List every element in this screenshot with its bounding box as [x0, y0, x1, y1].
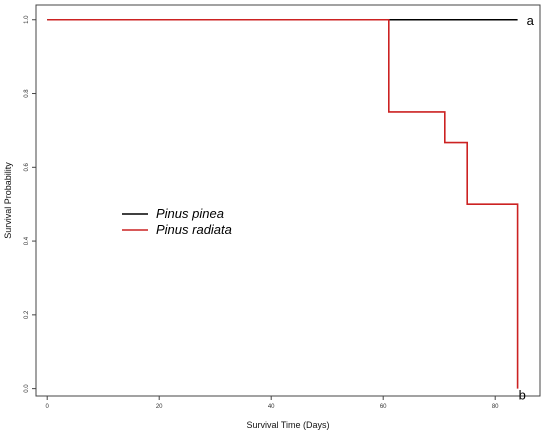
- x-tick-label: 80: [492, 404, 499, 410]
- x-axis: 0 20 40 60 80: [46, 396, 499, 410]
- y-tick-label: 0.8: [24, 89, 30, 98]
- x-axis-title: Survival Time (Days): [246, 420, 329, 430]
- legend-label: Pinus radiata: [156, 222, 232, 237]
- x-tick-label: 60: [380, 404, 387, 410]
- y-tick-label: 0.6: [24, 162, 30, 171]
- x-tick-label: 20: [156, 404, 163, 410]
- y-axis-title: Survival Probability: [3, 162, 13, 239]
- y-tick-label: 1.0: [24, 15, 30, 24]
- y-axis: 0.0 0.2 0.4 0.6 0.8 1.0: [24, 15, 36, 393]
- x-tick-label: 0: [46, 404, 50, 410]
- plot-frame: [35, 4, 541, 397]
- annotation-b: b: [519, 388, 526, 403]
- series-layer: [47, 18, 519, 389]
- y-tick-label: 0.0: [24, 384, 30, 393]
- legend-label: Pinus pinea: [156, 206, 224, 221]
- y-tick-label: 0.2: [24, 310, 30, 319]
- annotations: ab: [519, 13, 535, 403]
- annotation-a: a: [527, 13, 535, 28]
- x-tick-label: 40: [268, 404, 275, 410]
- y-tick-label: 0.4: [24, 236, 30, 245]
- series-line-pinus-radiata: [47, 18, 519, 389]
